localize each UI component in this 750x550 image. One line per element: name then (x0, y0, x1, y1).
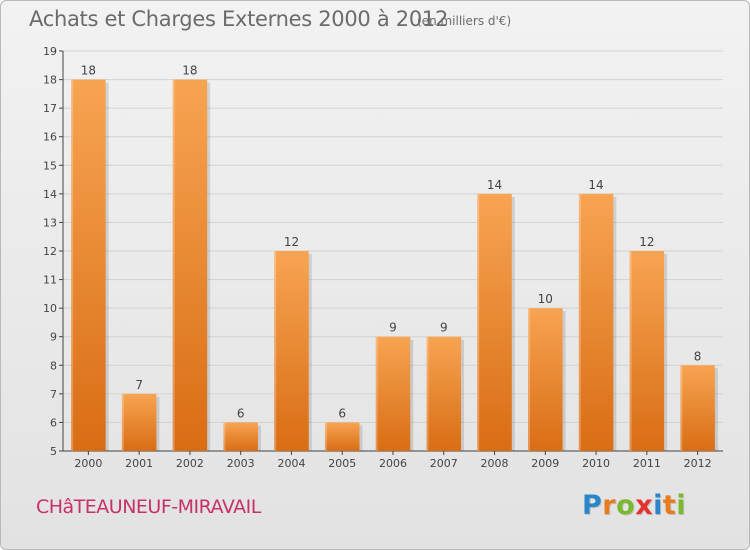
bar-highlight (121, 393, 124, 451)
x-tick-label: 2009 (531, 457, 559, 470)
logo-letter: r (602, 490, 617, 521)
x-tick-label: 2012 (684, 457, 712, 470)
bar (223, 422, 258, 451)
data-label: 18 (182, 64, 197, 78)
bar (680, 365, 715, 451)
logo-letter: t (662, 490, 677, 521)
data-label: 6 (338, 406, 346, 420)
bar-highlight (324, 422, 327, 451)
y-tick-label: 7 (50, 388, 57, 401)
bar (172, 79, 208, 452)
x-tick-label: 2005 (328, 457, 356, 470)
y-tick-label: 12 (43, 245, 57, 258)
data-label: 12 (284, 235, 299, 249)
bar-highlight (629, 251, 632, 451)
data-label: 8 (694, 349, 702, 363)
x-tick-label: 2011 (633, 457, 661, 470)
x-tick-label: 2003 (227, 457, 255, 470)
y-tick-label: 17 (43, 102, 57, 115)
chart-subtitle: (en milliers d'€) (417, 14, 512, 28)
bar-highlight (578, 193, 581, 451)
y-tick-label: 10 (43, 302, 57, 315)
y-tick-label: 19 (43, 45, 57, 58)
bar (578, 193, 614, 451)
x-tick-label: 2008 (481, 457, 509, 470)
logo-letter: i (653, 490, 663, 521)
proxiti-logo: Proxiti (582, 490, 686, 521)
y-tick-label: 11 (43, 274, 57, 287)
data-label: 12 (639, 235, 654, 249)
data-label: 9 (440, 321, 448, 335)
chart-title: Achats et Charges Externes 2000 à 2012 (29, 7, 449, 31)
bar (629, 251, 665, 451)
y-tick-label: 13 (43, 216, 57, 229)
data-label: 18 (81, 64, 96, 78)
bar (477, 193, 512, 451)
data-label: 9 (389, 321, 397, 335)
bar-highlight (528, 308, 531, 451)
bar-highlight (426, 336, 429, 451)
data-label: 14 (487, 178, 502, 192)
bar-chart: 5 6 7 8 9 10 11 12 13 14 15 16 17 18 19 18 2000 7 2001 18 20… (43, 45, 723, 470)
logo-letter: i (676, 490, 687, 521)
bar-highlight (375, 336, 378, 451)
bar (324, 422, 360, 451)
y-tick-label: 18 (43, 74, 57, 87)
y-tick-label: 15 (43, 159, 57, 172)
place-name: CHâTEAUNEUF-MIRAVAIL (36, 496, 261, 518)
data-label: 7 (135, 378, 143, 392)
data-label: 10 (538, 292, 553, 306)
y-tick-label: 14 (43, 188, 57, 201)
y-tick-label: 6 (50, 416, 57, 429)
y-tick-label: 16 (43, 131, 57, 144)
bar (528, 308, 563, 451)
x-tick-label: 2007 (430, 457, 458, 470)
bar-highlight (274, 251, 277, 451)
bar-highlight (680, 365, 683, 451)
bar (121, 393, 157, 451)
bar-highlight (223, 422, 226, 451)
y-tick-label: 8 (50, 359, 57, 372)
x-tick-label: 2000 (74, 457, 102, 470)
x-tick-label: 2001 (125, 457, 153, 470)
bar (274, 251, 309, 451)
bar-highlight (477, 193, 480, 451)
bar (71, 79, 106, 452)
x-tick-label: 2004 (277, 457, 305, 470)
logo-letter: x (635, 490, 654, 521)
y-tick-label: 9 (50, 331, 57, 344)
bar (426, 336, 462, 451)
logo-letter: o (616, 490, 636, 521)
x-tick-label: 2010 (582, 457, 610, 470)
data-label: 14 (588, 178, 603, 192)
x-tick-label: 2002 (176, 457, 204, 470)
bar-highlight (71, 79, 74, 452)
y-tick-label: 5 (50, 445, 57, 458)
data-label: 6 (237, 406, 245, 420)
logo-letter: P (582, 490, 603, 521)
bar (375, 336, 411, 451)
x-tick-label: 2006 (379, 457, 407, 470)
bar-highlight (172, 79, 175, 452)
